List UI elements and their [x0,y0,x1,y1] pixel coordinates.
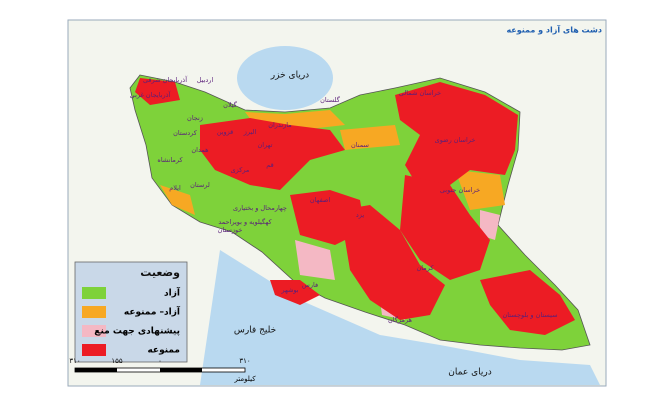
province-label: آذربایجان غربی [130,90,172,99]
province-label: اصفهان [310,196,331,204]
province-label: اردبیل [197,76,214,84]
province-label: کرمانشاه [157,156,183,164]
province-label: سیستان و بلوچستان [502,311,557,319]
province-label: تهران [258,141,273,149]
province-label: کهگیلویه و بویراحمد [218,218,272,226]
scale-unit: کیلومتر [233,375,256,383]
province-label: زنجان [187,114,203,122]
legend-swatch [82,287,106,299]
province-label: قزوین [217,128,234,136]
legend-title: وضعیت [140,266,180,279]
province-label: یزد [356,211,364,219]
restricted-areas [135,78,575,335]
province-label: خراسان جنوبی [440,186,480,194]
province-label: کردستان [173,129,198,137]
legend-swatch [82,325,106,337]
province-label: چهارمحال و بختیاری [233,204,287,212]
province-label: قم [266,161,273,169]
legend-label: آزاد– ممنوعه [124,306,181,318]
province-label: خوزستان [218,226,243,234]
scale-tick-label: ۳۱۰ [239,357,250,365]
sea-label: خلیج فارس [234,326,276,336]
scale-bar [74,367,246,373]
legend-label: ممنوعه [147,346,180,356]
province-label: ایلام [169,184,181,192]
province-label: خراسان رضوی [435,136,476,144]
province-label: فارس [302,281,318,289]
province-label: هرمزگان [388,316,413,324]
province-label: مرکزی [231,166,250,174]
province-label: همدان [191,146,209,154]
province-label: بوشهر [280,286,298,294]
province-label: گیلان [223,101,238,109]
scale-tick-label: ۱۵۵ [111,357,123,365]
legend-label: پیشنهادی جهت منع [94,327,180,337]
gulf-water [200,250,600,385]
province-label: مازندران [268,121,292,129]
legend-swatch [82,306,106,318]
province-label: گلستان [320,96,341,104]
sea-label: دریای خزر [270,71,309,81]
province-label: آذربایجان شرقی [143,75,188,84]
province-label: البرز [243,128,257,136]
province-label: کرمان [417,264,435,272]
province-label: سمنان [351,141,369,149]
province-label: خراسان شمالی [399,89,441,97]
province-label: لرستان [190,181,210,189]
caspian-sea [237,46,333,110]
legend-label: آزاد [164,287,181,299]
legend-swatch [82,344,106,356]
scale-tick-label: ۳۱۰ [69,357,80,365]
scale-tick-label: ۰ [158,357,162,365]
sea-label: دریای عمان [448,368,491,378]
map-title: دشت های آزاد و ممنوعه [506,25,602,35]
